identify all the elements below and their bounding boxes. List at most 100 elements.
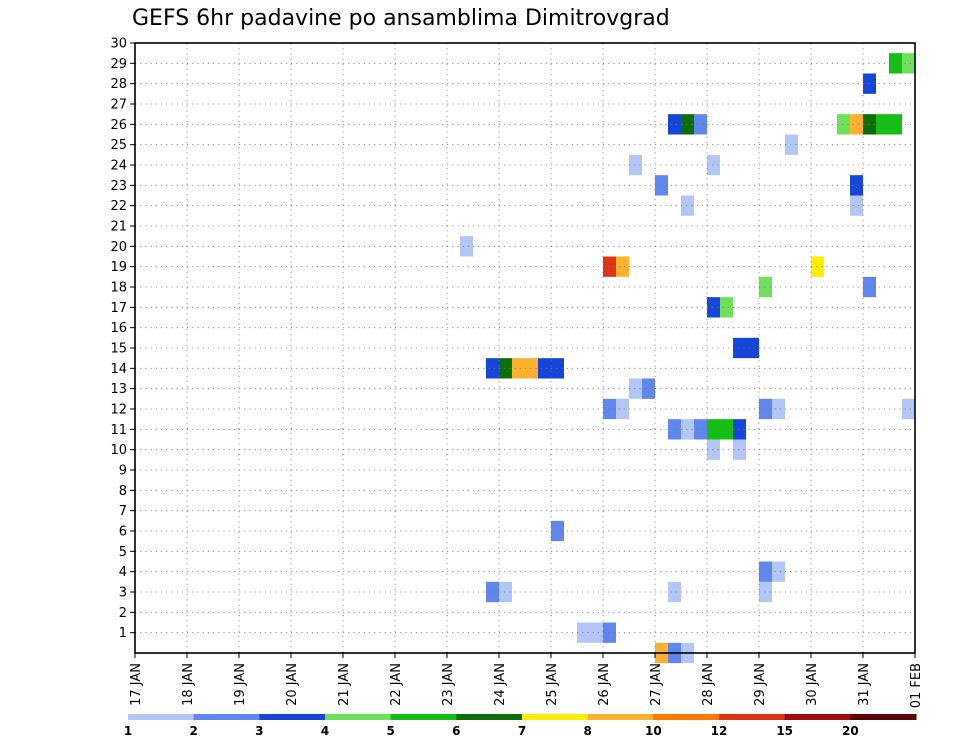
colorbar-label: 4 xyxy=(321,724,329,738)
data-cell xyxy=(720,297,733,318)
data-cell xyxy=(499,581,512,603)
chart-title: GEFS 6hr padavine po ansamblima Dimitrov… xyxy=(132,6,670,31)
data-cell xyxy=(668,114,681,135)
y-tick-label: 23 xyxy=(110,179,127,194)
data-cell xyxy=(759,581,772,603)
data-cell xyxy=(863,73,876,94)
data-cell xyxy=(538,358,551,379)
colorbar-segment xyxy=(719,714,786,720)
data-cell xyxy=(733,419,746,440)
x-tick-label: 27 JAN xyxy=(649,663,664,706)
data-cell xyxy=(850,195,863,216)
y-tick-label: 26 xyxy=(110,118,127,133)
data-cell xyxy=(707,419,720,440)
data-cell xyxy=(863,114,876,135)
colorbar-segment xyxy=(390,714,457,720)
data-cell xyxy=(707,297,720,318)
y-tick-label: 10 xyxy=(110,443,127,458)
data-cell xyxy=(759,398,772,420)
y-tick-label: 14 xyxy=(110,362,127,377)
colorbar-label: 1 xyxy=(124,724,132,738)
data-cell xyxy=(707,439,720,460)
y-tick-label: 3 xyxy=(119,586,127,601)
data-cell xyxy=(694,114,707,135)
y-tick-label: 18 xyxy=(110,281,127,296)
colorbar-segment xyxy=(653,714,720,720)
data-cell xyxy=(759,276,772,298)
x-tick-label: 26 JAN xyxy=(597,663,612,706)
data-cell xyxy=(629,378,642,399)
data-cell xyxy=(733,337,746,359)
data-cell xyxy=(850,114,863,135)
x-tick-label: 29 JAN xyxy=(753,663,768,706)
x-tick-label: 24 JAN xyxy=(493,663,508,706)
x-tick-label: 25 JAN xyxy=(545,663,560,706)
data-cells xyxy=(460,53,915,664)
y-tick-label: 27 xyxy=(110,98,127,113)
data-cell xyxy=(499,358,512,379)
data-cell xyxy=(668,581,681,603)
data-cell xyxy=(512,358,525,379)
colorbar-segment xyxy=(259,714,326,720)
colorbar-label: 12 xyxy=(711,724,728,738)
data-cell xyxy=(876,114,889,135)
data-cell xyxy=(486,358,499,379)
data-cell xyxy=(486,581,499,603)
data-cell xyxy=(603,256,616,277)
y-tick-label: 19 xyxy=(110,260,127,275)
data-cell xyxy=(863,276,876,298)
colorbar-label: 20 xyxy=(842,724,859,738)
data-cell xyxy=(759,561,772,582)
x-tick-label: 30 JAN xyxy=(805,663,820,706)
x-axis: 17 JAN 18 JAN 19 JAN 20 JAN 21 JAN 22 JAN 23 J… xyxy=(129,653,924,708)
y-tick-label: 29 xyxy=(110,57,127,72)
colorbar-segment xyxy=(522,714,589,720)
y-tick-label: 21 xyxy=(110,220,127,235)
data-cell xyxy=(642,378,655,399)
data-cell xyxy=(707,154,720,176)
data-cell xyxy=(850,175,863,196)
y-tick-label: 6 xyxy=(119,525,127,540)
data-cell xyxy=(655,175,668,196)
data-cell xyxy=(681,114,694,135)
y-tick-label: 30 xyxy=(110,37,127,52)
y-tick-label: 24 xyxy=(110,159,127,174)
colorbar-label: 15 xyxy=(776,724,793,738)
y-tick-label: 9 xyxy=(119,464,127,479)
y-tick-label: 13 xyxy=(110,382,127,397)
y-tick-label: 12 xyxy=(110,403,127,418)
y-tick-label: 11 xyxy=(110,423,127,438)
y-tick-label: 16 xyxy=(110,321,127,336)
data-cell xyxy=(460,236,473,257)
data-cell xyxy=(889,114,902,135)
y-axis: 1234567891011121314151617181920212223242… xyxy=(110,37,135,641)
y-tick-label: 2 xyxy=(119,606,127,621)
x-tick-label: 31 JAN xyxy=(857,663,872,706)
x-tick-label: 28 JAN xyxy=(701,663,716,706)
x-tick-label: 22 JAN xyxy=(389,663,404,706)
data-cell xyxy=(772,398,785,420)
colorbar-segment xyxy=(587,714,654,720)
y-tick-label: 8 xyxy=(119,484,127,499)
colorbar-segment xyxy=(325,714,392,720)
data-cell xyxy=(720,419,733,440)
data-cell xyxy=(616,398,629,420)
x-tick-label: 17 JAN xyxy=(129,663,144,706)
data-cell xyxy=(551,358,564,379)
data-cell xyxy=(889,53,902,74)
colorbar-label: 7 xyxy=(518,724,526,738)
y-tick-label: 15 xyxy=(110,342,127,357)
colorbar-label: 6 xyxy=(452,724,460,738)
y-tick-label: 22 xyxy=(110,199,127,214)
data-cell xyxy=(616,256,629,277)
x-tick-label: 21 JAN xyxy=(337,663,352,706)
data-cell xyxy=(902,398,915,420)
y-tick-label: 20 xyxy=(110,240,127,255)
data-cell xyxy=(746,337,759,359)
x-tick-label: 20 JAN xyxy=(285,663,300,706)
y-tick-label: 5 xyxy=(119,545,127,560)
data-cell xyxy=(694,419,707,440)
data-cell xyxy=(668,419,681,440)
data-cell xyxy=(577,622,590,643)
